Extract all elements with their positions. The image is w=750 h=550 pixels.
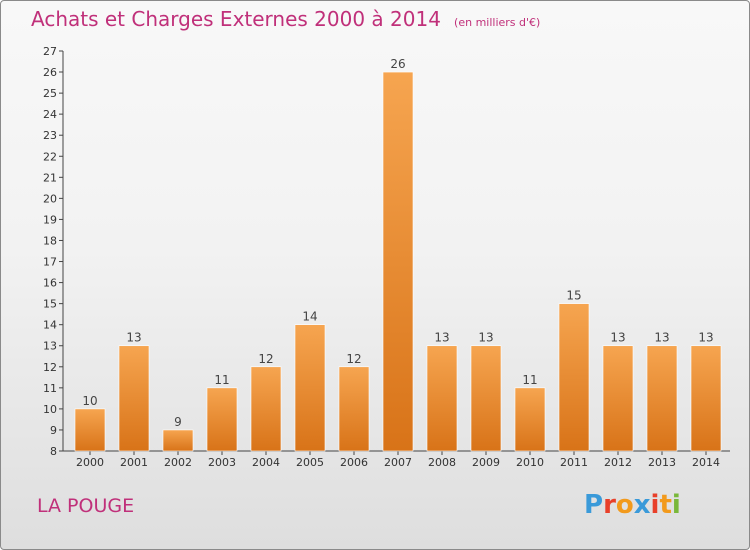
x-tick-label: 2009 (472, 456, 500, 469)
logo-letter: t (659, 490, 672, 520)
y-tick-label: 8 (50, 445, 57, 458)
y-tick-label: 12 (43, 361, 57, 374)
data-label: 10 (82, 394, 97, 408)
y-tick-label: 11 (43, 382, 57, 395)
data-label: 13 (654, 331, 669, 345)
data-label: 13 (610, 331, 625, 345)
bar-2001 (118, 345, 150, 452)
bar-2004 (250, 366, 282, 452)
proxiti-logo[interactable]: Proxiti (584, 490, 681, 520)
logo-letter: r (603, 490, 616, 520)
bar-2010 (514, 387, 546, 452)
data-label: 12 (258, 352, 273, 366)
chart-subtitle: (en milliers d'€) (454, 16, 541, 29)
bar-2000 (74, 408, 106, 452)
bar-2007 (382, 71, 414, 452)
x-tick-label: 2008 (428, 456, 456, 469)
chart-title: Achats et Charges Externes 2000 à 2014 (31, 7, 441, 31)
bar-2012 (602, 345, 634, 452)
y-tick-label: 16 (43, 277, 57, 290)
bar-2009 (470, 345, 502, 452)
y-tick-label: 17 (43, 256, 57, 269)
x-tick-label: 2013 (648, 456, 676, 469)
x-tick-label: 2011 (560, 456, 588, 469)
data-label: 13 (698, 331, 713, 345)
x-tick-label: 2000 (76, 456, 104, 469)
x-tick-label: 2006 (340, 456, 368, 469)
y-tick-label: 13 (43, 340, 57, 353)
data-label: 9 (174, 415, 182, 429)
x-tick-label: 2007 (384, 456, 412, 469)
x-tick-label: 2002 (164, 456, 192, 469)
data-label: 13 (126, 331, 141, 345)
data-label: 13 (434, 331, 449, 345)
y-tick-label: 23 (43, 129, 57, 142)
x-tick-label: 2004 (252, 456, 280, 469)
data-label: 13 (478, 331, 493, 345)
data-label: 11 (214, 373, 229, 387)
y-tick-label: 10 (43, 403, 57, 416)
bar-2008 (426, 345, 458, 452)
bar-2013 (646, 345, 678, 452)
x-tick-label: 2010 (516, 456, 544, 469)
y-tick-label: 22 (43, 150, 57, 163)
data-label: 15 (566, 289, 581, 303)
y-tick-label: 26 (43, 66, 57, 79)
place-name: LA POUGE (37, 495, 135, 517)
bar-2014 (690, 345, 722, 452)
bar-2005 (294, 324, 326, 452)
y-tick-label: 9 (50, 424, 57, 437)
data-label: 12 (346, 352, 361, 366)
x-tick-label: 2003 (208, 456, 236, 469)
logo-letter: i (650, 490, 660, 520)
logo-letter: o (615, 490, 634, 520)
data-label: 26 (390, 57, 405, 71)
x-tick-label: 2005 (296, 456, 324, 469)
x-tick-label: 2014 (692, 456, 720, 469)
bars (74, 71, 722, 452)
axes: 8 9 10 11 12 13 14 15 16 17 18 19 20 21 22 23 24 25 26 27 20… (43, 45, 730, 469)
y-tick-label: 24 (43, 108, 57, 121)
y-tick-label: 18 (43, 234, 57, 247)
data-label: 14 (302, 310, 317, 324)
data-labels: 10 13 9 11 12 14 12 26 13 13 11 15 13 13 13 (82, 57, 713, 429)
bar-2002 (162, 429, 194, 452)
x-tick-label: 2001 (120, 456, 148, 469)
logo-letter: x (633, 490, 651, 520)
logo-letter: i (671, 490, 681, 520)
y-tick-label: 15 (43, 298, 57, 311)
logo-letter: P (584, 490, 604, 520)
x-tick-label: 2012 (604, 456, 632, 469)
y-tick-label: 27 (43, 45, 57, 58)
data-label: 11 (522, 373, 537, 387)
y-tick-label: 19 (43, 213, 57, 226)
y-tick-label: 21 (43, 171, 57, 184)
bar-2003 (206, 387, 238, 452)
y-tick-label: 20 (43, 192, 57, 205)
y-tick-label: 25 (43, 87, 57, 100)
title-block: Achats et Charges Externes 2000 à 2014 (… (31, 7, 540, 31)
bar-2006 (338, 366, 370, 452)
bar-2011 (558, 303, 590, 452)
y-tick-label: 14 (43, 319, 57, 332)
